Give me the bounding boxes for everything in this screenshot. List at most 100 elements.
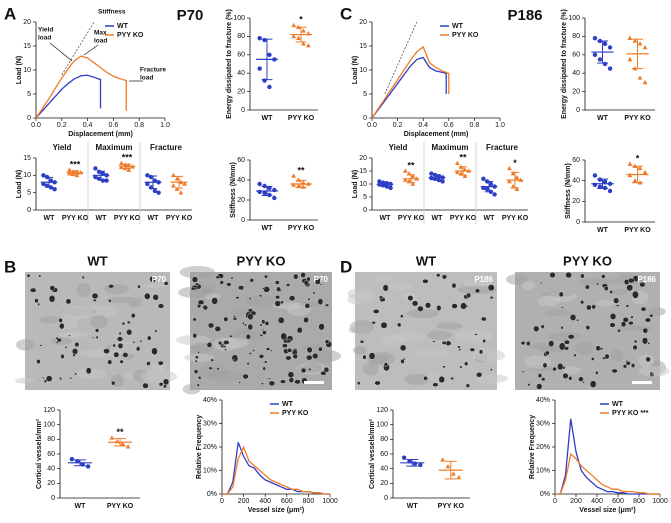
texture	[609, 349, 624, 362]
y-tick-label: 0	[576, 219, 580, 226]
vessel-pore	[474, 333, 478, 336]
texture	[140, 369, 178, 383]
vessel-pore	[108, 299, 112, 303]
texture	[362, 362, 379, 376]
vessel-pore	[130, 313, 136, 319]
vessel-pore	[38, 274, 42, 278]
vessel-pore	[584, 284, 590, 290]
data-point	[627, 172, 633, 178]
vessel-pore	[563, 346, 570, 351]
vessel-pore	[561, 306, 564, 309]
vessel-pore	[252, 349, 255, 352]
vessel-pore	[157, 360, 164, 366]
x-tick-label: PYY KO	[288, 115, 315, 122]
vessel-pore	[457, 345, 461, 349]
vessel-pore	[617, 328, 621, 333]
x-tick-label: 200	[238, 498, 250, 505]
data-point	[462, 173, 468, 178]
vessel-pore	[649, 371, 654, 376]
vessel-pore	[42, 376, 45, 379]
y-tick-label: 15	[359, 43, 367, 50]
vessel-pore	[92, 298, 97, 302]
scale-bar	[304, 381, 324, 384]
data-point	[178, 190, 184, 195]
data-point	[410, 173, 416, 178]
vessel-pore	[274, 280, 280, 285]
vessel-pore	[481, 316, 487, 322]
vessel-pore	[526, 341, 531, 346]
texture	[563, 366, 581, 375]
vessel-pore	[65, 298, 72, 305]
texture	[524, 355, 552, 369]
y-tick-label: 0	[27, 207, 31, 214]
data-point	[291, 22, 297, 28]
vessel-pore	[147, 335, 152, 341]
vessel-pore	[163, 384, 167, 389]
x-tick-label: PYY KO	[624, 227, 651, 234]
vessel-pore	[399, 344, 407, 352]
vessel-pore	[26, 273, 31, 278]
vessel-pore	[563, 339, 570, 345]
x-tick-label: 0	[553, 498, 557, 505]
micrograph-tag: P70	[152, 275, 167, 284]
data-point	[301, 28, 306, 33]
vessel-pore	[362, 354, 367, 360]
vessel-pore	[191, 276, 199, 283]
vessel-pore	[249, 278, 254, 283]
vessel-pore	[261, 287, 265, 290]
vessel-pore	[261, 319, 266, 325]
data-point	[272, 195, 277, 201]
significance: *	[299, 15, 303, 25]
legend-label: WT	[282, 401, 294, 408]
vessel-pore	[458, 348, 462, 351]
vessel-pore	[400, 358, 405, 364]
y-tick-label: 80	[237, 33, 245, 40]
texture	[372, 276, 396, 281]
texture	[619, 273, 635, 279]
y-tick-label: 20	[47, 480, 55, 487]
vessel-pore	[146, 361, 151, 366]
texture	[179, 265, 216, 279]
y-tick-label: 40	[237, 177, 245, 184]
texture	[231, 307, 250, 318]
significance: **	[459, 153, 467, 163]
vessel-pore	[95, 335, 99, 340]
data-point	[262, 190, 267, 196]
legend-label: WT	[117, 23, 129, 30]
data-point	[301, 41, 306, 46]
vessel-pore	[280, 332, 288, 341]
data-point	[412, 461, 418, 466]
data-point	[481, 176, 486, 181]
vessel-pore	[259, 323, 263, 327]
vessel-pore	[540, 324, 545, 329]
y-tick-label: 5	[363, 194, 367, 201]
data-point	[592, 52, 598, 57]
vessel-pore	[36, 359, 41, 364]
texture	[539, 346, 565, 353]
data-point	[445, 463, 451, 469]
data-point	[52, 187, 57, 192]
y-axis-title: Energy dissipated to fracture (%)	[561, 9, 568, 119]
vessel-pore	[45, 375, 53, 382]
vessel-pore	[142, 382, 149, 389]
data-point	[637, 75, 643, 80]
data-point	[93, 174, 98, 180]
x-tick-label: PYY KO	[398, 215, 425, 222]
x-axis-title: Vessel size (μm²)	[579, 507, 635, 514]
texture	[574, 341, 595, 356]
y-axis-title: Load (N)	[352, 170, 359, 198]
x-tick-label: WT	[407, 503, 419, 510]
x-axis-title: Displacement (mm)	[68, 131, 133, 138]
texture	[184, 353, 215, 362]
x-tick-label: PYY KO	[62, 215, 89, 222]
vessel-pore	[464, 361, 469, 366]
data-point	[66, 167, 72, 172]
vessel-pore	[604, 353, 610, 360]
data-point	[66, 171, 72, 176]
vessel-pore	[260, 382, 264, 385]
x-tick-label: 1000	[652, 498, 668, 505]
vessel-pore	[43, 379, 47, 384]
data-point	[291, 173, 297, 178]
vessel-pore	[540, 281, 543, 285]
x-tick-label: 800	[633, 498, 645, 505]
